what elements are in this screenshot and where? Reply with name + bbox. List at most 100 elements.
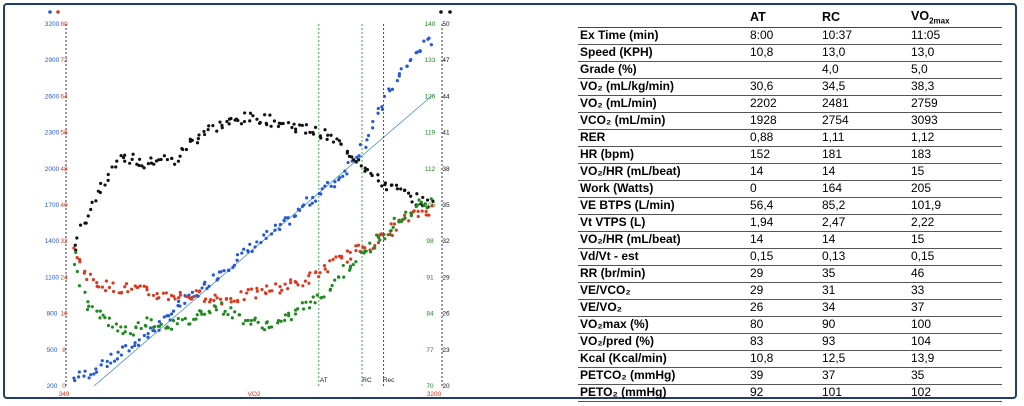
data-point [90, 305, 94, 309]
data-point [85, 307, 90, 312]
data-point [402, 213, 407, 217]
row-at-value: 92 [748, 384, 820, 402]
row-vo2max-value: 3093 [909, 112, 1002, 130]
data-point [397, 72, 402, 76]
row-label: RER [578, 129, 748, 147]
data-point [296, 307, 300, 311]
data-point [111, 281, 115, 285]
data-point [175, 322, 179, 326]
data-point [87, 376, 91, 380]
data-point [227, 122, 231, 126]
data-point [380, 107, 385, 112]
row-label: Grade (%) [578, 61, 748, 79]
data-point [283, 313, 288, 317]
data-point [178, 304, 182, 308]
right-tick-label: 35 [442, 202, 450, 209]
row-label: VE/VCO₂ [578, 282, 748, 300]
row-at-value: 29 [748, 282, 820, 300]
row-rc-value: 37 [820, 367, 909, 385]
data-point [276, 124, 281, 129]
data-point [264, 121, 268, 125]
table-row: PETCO₂ (mmHg) 39 37 35 [578, 367, 1002, 385]
data-point [239, 290, 243, 294]
row-at-value: 1928 [748, 112, 820, 130]
data-point [350, 155, 354, 159]
data-point [392, 216, 396, 220]
data-point [318, 271, 322, 275]
header-vo2max: VO2max [909, 9, 1002, 28]
data-point [200, 286, 204, 290]
row-label: Kcal (Kcal/min) [578, 350, 748, 368]
data-point [242, 298, 246, 302]
data-point [283, 282, 287, 286]
row-label: RR (br/min) [578, 265, 748, 283]
data-point [74, 250, 78, 255]
data-point [395, 187, 399, 191]
data-point [337, 275, 341, 279]
data-point [220, 301, 224, 305]
data-point [94, 367, 98, 371]
data-point [340, 256, 344, 260]
data-point [200, 312, 204, 316]
data-point [346, 160, 350, 165]
data-point [221, 312, 226, 316]
data-point [144, 324, 148, 328]
table-row: VO₂/HR (mL/beat) 14 14 15 [578, 163, 1002, 181]
data-point [123, 330, 127, 334]
data-point [289, 318, 293, 322]
data-point [145, 288, 149, 292]
data-point [97, 285, 101, 289]
row-vo2max-value: 35 [909, 367, 1002, 385]
data-point [302, 307, 306, 311]
data-point [170, 312, 174, 316]
right-tick-label: 26 [442, 311, 450, 318]
data-point [363, 246, 367, 250]
left-tick-label: 2600 [45, 93, 60, 100]
data-point [375, 233, 379, 237]
data-point [298, 123, 302, 127]
data-point [152, 329, 157, 333]
data-point [354, 260, 358, 264]
data-point [311, 295, 315, 299]
row-at-value: 0 [748, 180, 820, 198]
data-point [273, 223, 278, 227]
row-rc-value: 4,0 [820, 61, 909, 79]
data-point [165, 157, 170, 162]
right-tick-label: 133 [425, 57, 436, 64]
row-rc-value: 14 [820, 231, 909, 249]
data-point [354, 159, 358, 164]
row-label: Speed (KPH) [578, 44, 748, 62]
row-label: HR (bpm) [578, 146, 748, 164]
data-point [137, 338, 141, 342]
data-point [209, 297, 213, 302]
data-point [281, 121, 285, 126]
data-point [273, 228, 277, 232]
data-point [190, 138, 194, 142]
data-point [425, 206, 429, 210]
data-point [104, 279, 109, 283]
data-point [183, 301, 187, 305]
data-point [256, 320, 260, 324]
data-point [267, 325, 271, 330]
table-row: Work (Watts) 0 164 205 [578, 180, 1002, 198]
data-point [283, 318, 287, 322]
data-point [286, 121, 291, 125]
data-point [313, 125, 318, 130]
data-point [229, 116, 233, 121]
data-point [376, 173, 380, 177]
table-row: VE BTPS (L/min) 56,4 85,2 101,9 [578, 197, 1002, 215]
row-label: Vt VTPS (L) [578, 214, 748, 232]
row-vo2max-value: 15 [909, 231, 1002, 249]
data-point [397, 74, 401, 78]
data-point [89, 373, 93, 377]
marker-label: AT [320, 377, 328, 384]
data-point [173, 162, 177, 166]
left-tick-label: 40 [60, 202, 68, 209]
data-point [109, 352, 113, 356]
data-point [400, 218, 404, 222]
data-point [376, 241, 381, 245]
data-point [84, 221, 88, 225]
data-point [77, 370, 81, 374]
data-point [146, 162, 150, 166]
data-point [164, 291, 168, 295]
